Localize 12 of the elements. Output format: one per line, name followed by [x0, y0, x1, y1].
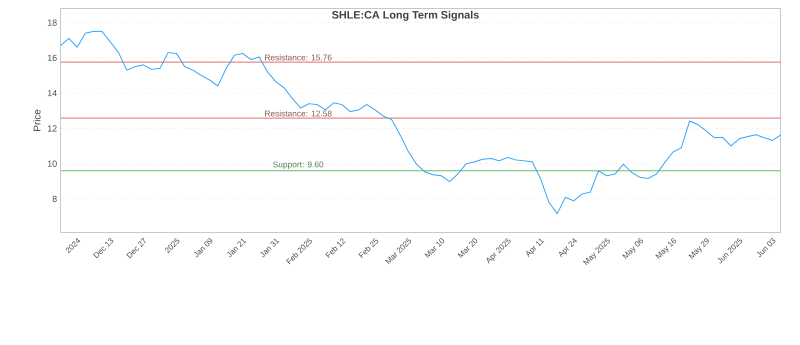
chart-title: SHLE:CA Long Term Signals — [332, 10, 479, 21]
y-tick-label: 14 — [48, 90, 57, 96]
y-axis-title: Price — [33, 110, 41, 131]
y-tick-label: 18 — [48, 19, 57, 26]
y-tick-label: 8 — [52, 196, 57, 202]
y-tick-label: 12 — [48, 125, 57, 132]
y-tick-label: 10 — [48, 160, 57, 167]
line-series — [60, 30, 782, 214]
ref-line-label: Support: 9.60 — [273, 161, 324, 169]
ref-line-label: Resistance: 15.76 — [265, 54, 332, 60]
y-tick-label: 16 — [48, 54, 57, 61]
ref-line-label: Resistance: 12.58 — [265, 110, 332, 116]
